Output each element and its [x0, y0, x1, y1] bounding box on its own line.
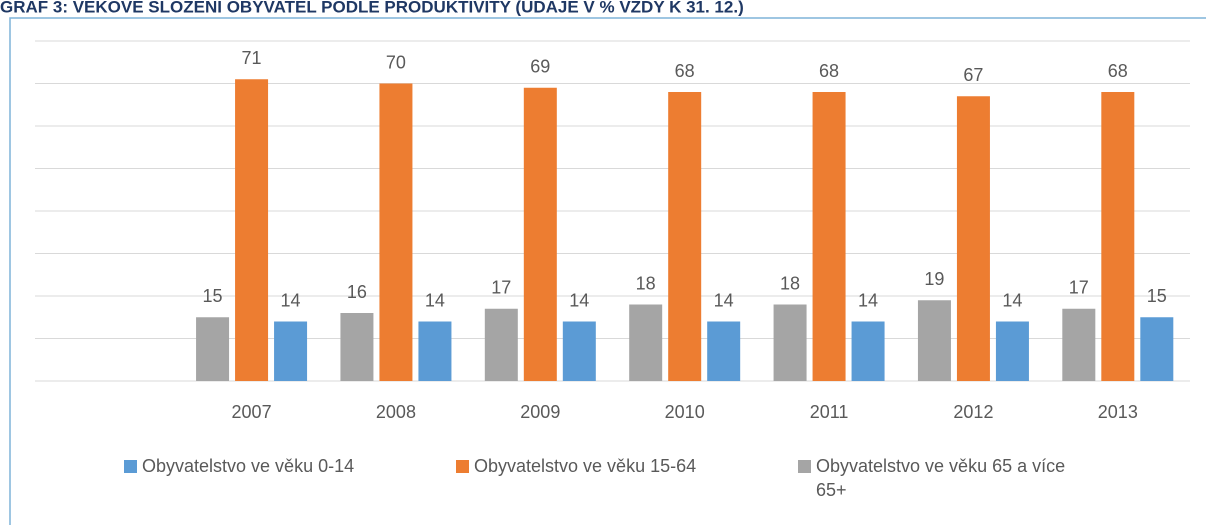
bar	[812, 92, 846, 381]
bar	[484, 308, 518, 381]
data-label: 67	[963, 65, 983, 85]
legend-label: Obyvatelstvo ve věku 65 a více 65+	[816, 456, 1066, 500]
data-label: 19	[924, 269, 944, 289]
data-label: 71	[242, 48, 262, 68]
bar	[1140, 317, 1174, 381]
bar	[340, 313, 374, 381]
data-label: 18	[780, 273, 800, 293]
bar	[917, 300, 951, 381]
x-tick-label: 2010	[665, 402, 705, 422]
legend-label: Obyvatelstvo ve věku 15-64	[474, 456, 697, 476]
legend: Obyvatelstvo ve věku 0-14 Obyvatelstvo ve…	[0, 452, 1206, 522]
bar	[773, 304, 807, 381]
legend-swatch	[798, 460, 811, 473]
legend-item: Obyvatelstvo ve věku 15-64	[456, 454, 776, 514]
data-label: 15	[1147, 286, 1167, 306]
bar	[196, 317, 230, 381]
bar	[851, 321, 885, 381]
data-label: 17	[1069, 278, 1089, 298]
data-label: 69	[530, 57, 550, 77]
data-label: 14	[714, 290, 734, 310]
legend-item: Obyvatelstvo ve věku 65 a více 65+	[798, 454, 1098, 514]
legend-swatch	[456, 460, 469, 473]
bar	[629, 304, 663, 381]
data-label: 14	[569, 290, 589, 310]
bar	[668, 92, 702, 381]
x-tick-label: 2011	[810, 402, 849, 422]
bar	[956, 96, 990, 381]
bar	[995, 321, 1029, 381]
data-label: 17	[491, 278, 511, 298]
bar	[562, 321, 596, 381]
bar	[235, 79, 269, 381]
bar	[707, 321, 741, 381]
data-label: 68	[1108, 61, 1128, 81]
data-label: 15	[203, 286, 223, 306]
chart-title: GRAF 3: VĚKOVÉ SLOŽENÍ OBYVATEL PODLE PR…	[0, 0, 744, 16]
bar	[523, 87, 557, 381]
x-tick-label: 2013	[1098, 402, 1138, 422]
legend-label: Obyvatelstvo ve věku 0-14	[142, 456, 355, 476]
x-tick-label: 2009	[520, 402, 560, 422]
data-label: 68	[819, 61, 839, 81]
legend-swatch	[124, 460, 137, 473]
x-tick-label: 2012	[953, 402, 993, 422]
bar	[274, 321, 308, 381]
data-label: 14	[281, 290, 301, 310]
data-label: 14	[425, 290, 445, 310]
bar	[418, 321, 452, 381]
data-label: 68	[675, 61, 695, 81]
x-tick-label: 2007	[232, 402, 272, 422]
data-label: 16	[347, 282, 367, 302]
bar	[379, 83, 413, 381]
data-label: 14	[1002, 290, 1022, 310]
data-label: 18	[636, 273, 656, 293]
data-label: 70	[386, 52, 406, 72]
legend-item: Obyvatelstvo ve věku 0-14	[124, 454, 444, 514]
data-label: 14	[858, 290, 878, 310]
chart-frame	[9, 17, 1206, 525]
bar	[1062, 308, 1096, 381]
bar	[1101, 92, 1135, 381]
x-tick-label: 2008	[376, 402, 416, 422]
